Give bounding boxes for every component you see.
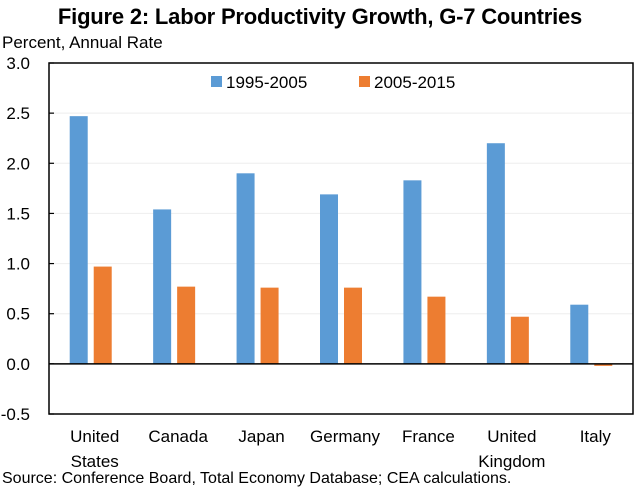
legend-label: 1995-2005: [226, 73, 307, 92]
x-category-label: Italy: [580, 427, 612, 446]
bar-series1: [69, 116, 88, 364]
y-axis-label: Percent, Annual Rate: [2, 33, 163, 52]
plot-frame: [48, 62, 634, 415]
x-category-label: United: [487, 427, 536, 446]
bar-series1: [320, 194, 338, 364]
bar-series1: [570, 304, 589, 364]
source-note: Source: Conference Board, Total Economy …: [2, 470, 512, 487]
y-tick-label: -0.5: [1, 405, 30, 424]
y-tick-label: 1.5: [6, 204, 30, 223]
x-axis-categories: United States Canada Japan Germany France Unit…: [70, 427, 611, 471]
bar-series2: [344, 287, 362, 364]
y-tick-label: 1.0: [6, 255, 30, 274]
bar-series1: [236, 173, 255, 364]
y-tick-label: 0.5: [6, 305, 30, 324]
legend-label: 2005-2015: [374, 73, 455, 92]
bar-series2: [510, 316, 529, 364]
bar-series2: [427, 296, 446, 364]
x-category-label: Canada: [148, 427, 208, 446]
x-category-label: France: [402, 427, 455, 446]
bar-series2: [260, 287, 279, 364]
bar-series2: [177, 286, 196, 364]
chart-title: Figure 2: Labor Productivity Growth, G-7…: [57, 4, 583, 29]
x-category-label: Japan: [238, 427, 284, 446]
legend-swatch: [359, 76, 370, 87]
x-category-label: Kingdom: [478, 452, 545, 471]
y-tick-label: 3.0: [6, 54, 30, 73]
bars: [69, 116, 613, 366]
x-category-label: United: [70, 427, 119, 446]
gridlines: [49, 112, 633, 315]
x-category-label: States: [71, 452, 119, 471]
bar-series1: [486, 143, 505, 364]
legend-swatch: [211, 76, 222, 87]
y-tick-label: 0.0: [6, 355, 30, 374]
bar-series1: [403, 180, 422, 364]
x-category-label: Germany: [310, 427, 380, 446]
y-axis-ticks: 3.0 2.5 2.0 1.5 1.0 0.5 0.0 -0.5: [1, 54, 54, 424]
y-tick-label: 2.5: [6, 104, 30, 123]
bar-series2: [594, 363, 613, 366]
y-tick-label: 2.0: [6, 154, 30, 173]
legend: 1995-2005 2005-2015: [211, 73, 455, 92]
bar-series1: [153, 209, 172, 364]
plot-border: [48, 62, 634, 415]
bar-series2: [93, 266, 112, 364]
